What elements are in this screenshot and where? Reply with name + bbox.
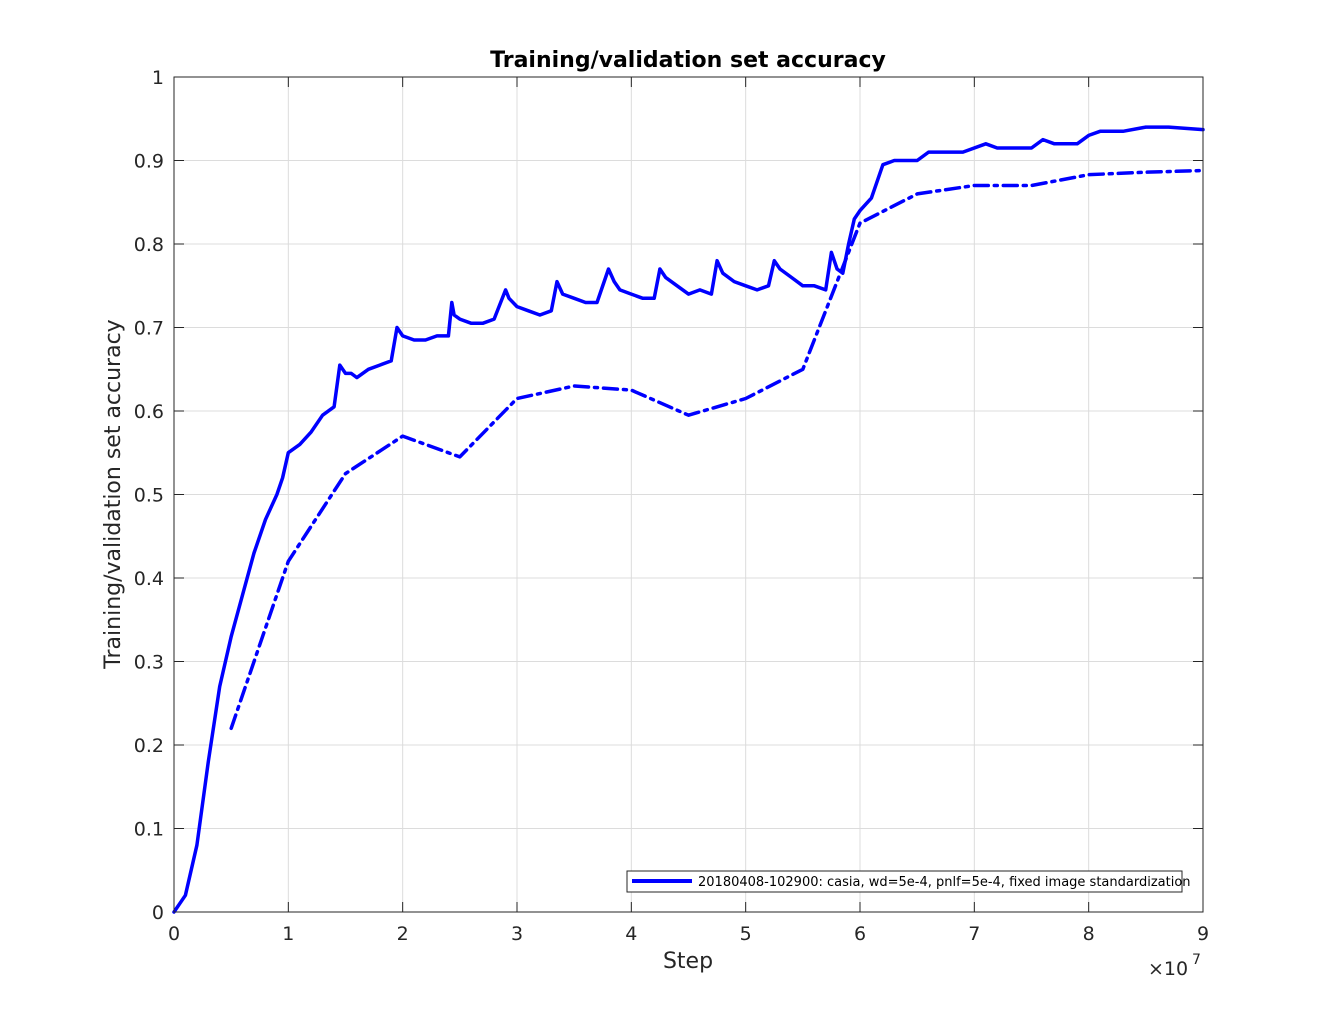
grid	[173, 76, 1204, 913]
legend-box	[626, 870, 1183, 893]
x-tick-label: 5	[740, 923, 752, 945]
x-tick-label: 6	[854, 923, 866, 945]
x-tick-label: 9	[1197, 923, 1209, 945]
y-tick-label: 0.3	[134, 652, 164, 674]
y-tick-label: 0.1	[134, 819, 164, 841]
x-exponent-base: ×10	[1148, 958, 1188, 980]
y-tick-label: 0.5	[134, 485, 164, 507]
x-exponent-power: 7	[1192, 952, 1201, 968]
training-accuracy-line	[172, 125, 1205, 914]
chart-title: Training/validation set accuracy	[490, 48, 886, 73]
y-tick-label: 0.4	[134, 568, 164, 590]
y-tick-label: 1	[152, 67, 164, 89]
y-tick-label: 0.9	[134, 151, 164, 173]
legend: 20180408-102900: casia, wd=5e-4, pnlf=5e…	[626, 870, 1191, 893]
y-tick-label: 0	[152, 902, 164, 924]
x-tick-label: 2	[397, 923, 409, 945]
y-tick-label: 0.7	[134, 318, 164, 340]
x-axis-label: Step	[663, 949, 713, 974]
validation-accuracy-line	[229, 168, 1205, 731]
x-tick-label: 7	[968, 923, 980, 945]
series-group	[172, 125, 1205, 914]
legend-label: 20180408-102900: casia, wd=5e-4, pnlf=5e…	[698, 875, 1191, 890]
y-tick-label: 0.2	[134, 735, 164, 757]
x-tick-label: 1	[282, 923, 294, 945]
y-axis-label: Training/validation set accuracy	[101, 319, 126, 669]
x-exponent-label: ×10 7	[1148, 952, 1201, 980]
x-tick-label: 0	[168, 923, 180, 945]
x-tick-label: 3	[511, 923, 523, 945]
x-tick-label: 8	[1083, 923, 1095, 945]
ticks	[173, 76, 1204, 913]
y-tick-label: 0.6	[134, 401, 164, 423]
x-tick-label: 4	[625, 923, 637, 945]
y-tick-label: 0.8	[134, 234, 164, 256]
tick-labels: 0 1 2 3 4 5 6 7 8 9 0 0.1 0.2 0.3 0.4 0.5 0.6 0.7 0.8 0.9 1	[134, 67, 1209, 945]
